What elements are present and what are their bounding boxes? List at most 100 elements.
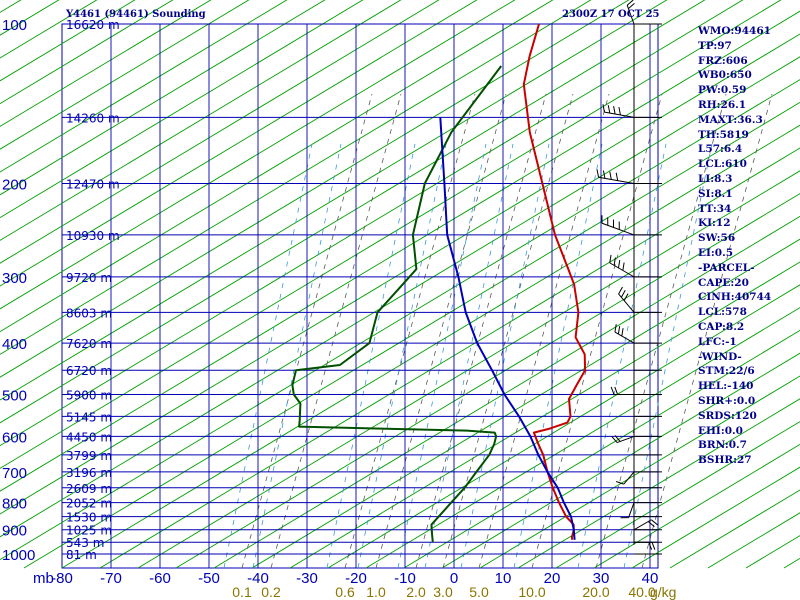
height-label: 7620 m bbox=[66, 337, 112, 351]
mixing-ratio-unit: g/kg bbox=[650, 584, 676, 600]
index-item: -WIND- bbox=[698, 350, 742, 363]
height-label: 1530 m bbox=[66, 511, 112, 525]
wind-barbs bbox=[596, 0, 662, 555]
index-item: TH:5819 bbox=[698, 128, 749, 141]
pressure-label: 900 bbox=[2, 523, 27, 540]
height-label: 3196 m bbox=[66, 466, 112, 480]
index-item: BSHR:27 bbox=[698, 454, 752, 467]
wind-barb-feather bbox=[615, 481, 624, 485]
adiabat-line bbox=[403, 329, 800, 569]
index-item: LCL:610 bbox=[698, 158, 747, 171]
temperature-tick-label: -30 bbox=[296, 570, 318, 587]
height-label: 2609 m bbox=[66, 482, 112, 496]
mixing-ratio-line bbox=[241, 93, 373, 569]
adiabat-line bbox=[23, 101, 800, 569]
adiabat-line bbox=[213, 215, 800, 569]
adiabat-line bbox=[479, 375, 800, 569]
wind-barb bbox=[604, 111, 635, 118]
wind-barb-feather bbox=[620, 290, 626, 298]
mixing-ratio-label: 0.6 bbox=[335, 584, 355, 600]
wind-barb-feather bbox=[623, 293, 629, 301]
index-item: L57:6.4 bbox=[698, 143, 743, 156]
height-label: 16620 m bbox=[66, 18, 120, 32]
wind-barb-feather bbox=[617, 259, 621, 268]
moist-adiabat-line bbox=[424, 143, 514, 569]
index-item: SW:56 bbox=[698, 232, 736, 245]
index-item: EI:0.5 bbox=[698, 246, 734, 259]
temperature-line bbox=[522, 24, 587, 540]
temperature-tick-label: -70 bbox=[100, 570, 122, 587]
wind-barb-feather bbox=[607, 105, 611, 114]
height-label: 4450 m bbox=[66, 430, 112, 444]
wind-barb-feather bbox=[651, 542, 656, 550]
wind-barb bbox=[601, 222, 635, 236]
wind-barb-feather bbox=[613, 106, 616, 115]
index-item: HEL:-140 bbox=[698, 380, 754, 393]
chart-series bbox=[291, 24, 587, 543]
adiabat-line bbox=[0, 0, 554, 333]
wind-barb-feather bbox=[609, 254, 612, 263]
stability-indices-panel: WMO:94461 TP:97 FRZ:606 WB0:650 PW:0.59 RH:26… bbox=[698, 24, 771, 468]
adiabat-line bbox=[0, 0, 174, 105]
pressure-label: 400 bbox=[2, 336, 27, 353]
adiabat-line bbox=[0, 0, 136, 82]
index-item: CINH:40744 bbox=[698, 291, 772, 304]
pressure-label: 1000 bbox=[2, 547, 35, 564]
index-item: FRZ:606 bbox=[698, 54, 748, 67]
index-item: -PARCEL- bbox=[698, 261, 755, 274]
mixing-ratio-label: 10.0 bbox=[518, 584, 545, 600]
height-label: 2052 m bbox=[66, 497, 112, 511]
mixing-ratio-line bbox=[344, 93, 476, 569]
pressure-label: 200 bbox=[2, 177, 27, 194]
adiabat-line bbox=[0, 0, 250, 150]
wind-barb bbox=[623, 471, 635, 485]
adiabat-line bbox=[0, 0, 440, 264]
index-item: CAPE:20 bbox=[698, 276, 749, 289]
wind-barb bbox=[609, 262, 635, 278]
index-item: LCL:578 bbox=[698, 306, 747, 319]
height-label: 5900 m bbox=[66, 388, 112, 402]
mixing-ratio-label: 0.1 bbox=[232, 584, 252, 600]
wind-barb-feather bbox=[648, 542, 653, 550]
mixing-ratio-line bbox=[478, 93, 610, 569]
temperature-tick-label: 0 bbox=[450, 570, 458, 587]
index-item: RH:26.1 bbox=[698, 98, 747, 111]
wind-barb bbox=[628, 502, 635, 518]
wind-barb-feather bbox=[602, 104, 605, 113]
wind-barb-feather bbox=[622, 262, 625, 271]
adiabat-line bbox=[99, 147, 800, 569]
mixing-ratio-line bbox=[641, 93, 773, 569]
wind-barb-feather bbox=[614, 386, 619, 395]
index-item: EHI:0.0 bbox=[698, 424, 743, 437]
index-item: WMO:94461 bbox=[698, 25, 771, 37]
mixing-ratio-label: 20.0 bbox=[582, 584, 609, 600]
moist-adiabat-line bbox=[357, 143, 447, 569]
height-label: 543 m bbox=[66, 536, 104, 550]
wind-barb-feather bbox=[618, 106, 621, 116]
pressure-label: 800 bbox=[2, 496, 27, 513]
moist-adiabat-line bbox=[223, 143, 313, 569]
index-item: SRDS:120 bbox=[698, 409, 757, 422]
mixing-ratio-label: 2.0 bbox=[406, 584, 426, 600]
adiabat-line bbox=[0, 0, 402, 241]
moist-adiabat-line bbox=[513, 143, 603, 569]
adiabat-line bbox=[327, 284, 800, 569]
adiabat-line bbox=[0, 79, 800, 561]
height-label: 8603 m bbox=[66, 306, 112, 320]
adiabat-line bbox=[0, 0, 744, 447]
moist-adiabat-line bbox=[460, 143, 550, 569]
wind-barb-feather bbox=[596, 169, 600, 178]
temperature-tick-label: -40 bbox=[247, 570, 269, 587]
wind-barb bbox=[633, 519, 652, 531]
temperature-tick-label: -60 bbox=[149, 570, 171, 587]
temperature-tick-label: -80 bbox=[51, 570, 73, 587]
wind-barb-feather bbox=[602, 170, 606, 179]
index-item: LI:8.3 bbox=[698, 172, 733, 185]
adiabat-line bbox=[0, 0, 288, 173]
adiabat-line bbox=[0, 0, 212, 127]
mixing-ratio-label: 3.0 bbox=[433, 584, 453, 600]
pressure-label: 100 bbox=[2, 17, 27, 34]
index-item: STM:22/6 bbox=[698, 365, 755, 378]
height-label: 81 m bbox=[66, 548, 97, 562]
